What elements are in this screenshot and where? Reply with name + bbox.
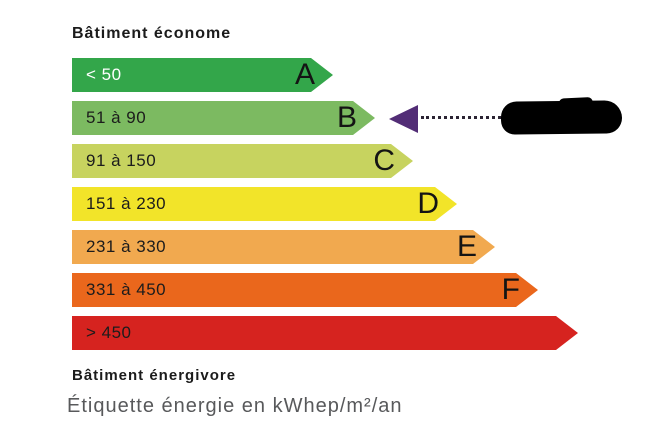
economical-building-label: Bâtiment économe [72,25,232,42]
range-label-b: 51 à 90 [86,108,147,127]
energy-bar-class-g: > 450 [72,316,578,350]
grade-letter-b: B [336,101,357,134]
range-label-f: 331 à 450 [86,280,167,299]
range-label-c: 91 à 150 [86,151,157,170]
energy-bar-class-d: 151 à 230 D [72,187,457,221]
grade-letter-a: A [294,58,315,91]
range-label-g: > 450 [86,323,132,342]
energy-scale: < 50 A 51 à 90 B 91 à 150 C 151 à 230 D … [72,58,578,359]
pointer-dotted-line [421,116,501,119]
grade-letter-e: E [456,230,477,263]
redacted-value-blob [500,100,623,135]
energy-bar-class-c: 91 à 150 C [72,144,413,178]
energy-bar-class-e: 231 à 330 E [72,230,495,264]
grade-letter-c: C [373,144,395,177]
energy-bar-class-a: < 50 A [72,58,333,92]
energy-guzzling-building-label: Bâtiment énergivore [72,367,237,384]
energy-bar-class-f: 331 à 450 F [72,273,538,307]
grade-letter-f: F [501,273,520,306]
class-pointer-arrow-icon [389,105,418,133]
range-label-e: 231 à 330 [86,237,167,256]
grade-letter-d: D [417,187,439,220]
range-label-d: 151 à 230 [86,194,167,213]
energy-bar-class-b: 51 à 90 B [72,101,375,135]
range-label-a: < 50 [86,65,122,84]
energy-label-caption: Étiquette énergie en kWhep/m²/an [67,395,403,417]
